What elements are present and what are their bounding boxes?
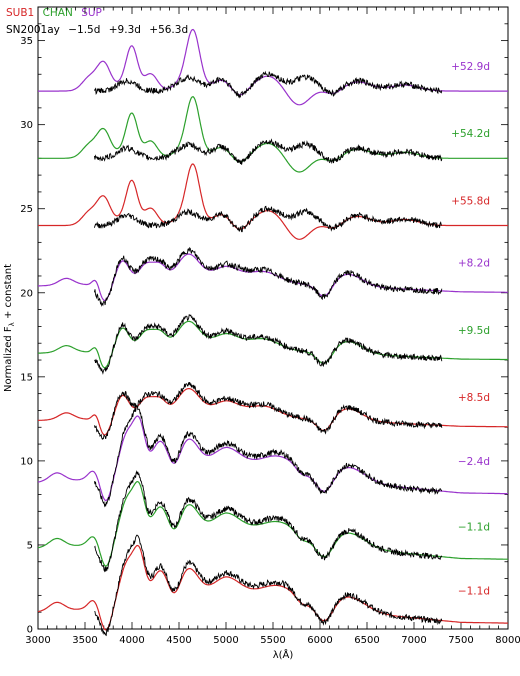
x-tick-label: 6500 [354,635,379,646]
y-axis-title-subscript: λ [8,322,16,326]
legend-sup: SUP [81,7,102,19]
epoch-label-8: +52.9d [451,61,490,73]
observed-spectrum-1 [94,470,443,573]
observed-spectrum-0 [94,534,443,637]
x-axis-title: λ(Å) [273,648,294,661]
y-tick-label: 15 [20,372,33,383]
x-tick-label: 5000 [213,635,238,646]
epoch-label-4: +9.5d [458,325,490,337]
epoch-label-0: −1.1d [458,585,490,597]
legend-observed: SN2001ay −1.5d +9.3d +56.3d [6,24,188,36]
y-axis-title-main: Normalized F [3,326,14,392]
x-tick-label: 7500 [448,635,473,646]
epoch-label-7: +54.2d [451,128,490,140]
legend-models: SUB1 CHAN SUP [6,7,102,19]
x-tick-label: 4500 [166,635,191,646]
legend-sub1: SUB1 [6,7,34,19]
observed-spectrum-8 [94,70,443,99]
x-tick-label: 7000 [401,635,426,646]
model-spectrum-0 [37,544,508,631]
model-spectrum-4 [37,320,508,369]
observed-spectrum-2 [93,404,443,508]
model-spectrum-3 [38,388,508,436]
legend: SUB1 CHAN SUP SN2001ay −1.5d +9.3d +56.3… [6,7,188,36]
model-spectrum-5 [38,253,508,302]
epoch-label-1: −1.1d [458,521,490,533]
epoch-label-3: +8.5d [458,392,490,404]
epoch-label-2: −2.4d [458,456,490,468]
observed-spectrum-6 [93,205,442,233]
x-tick-label: 3500 [72,635,97,646]
y-tick-label: 30 [20,120,33,131]
y-axis-title: Normalized Fλ + constant [3,264,16,392]
y-tick-label: 5 [27,540,33,551]
epoch-label-6: +55.8d [451,195,490,207]
epoch-label-5: +8.2d [458,258,490,270]
legend-epoch-3: +56.3d [149,24,188,36]
observed-spectrum-3 [93,382,443,440]
x-tick-label: 3000 [25,635,50,646]
y-tick-label: 35 [20,36,33,47]
legend-chan: CHAN [43,7,73,19]
y-tick-label: 20 [20,288,33,299]
x-tick-label: 5500 [260,635,285,646]
observed-spectrum-5 [93,246,443,307]
legend-epoch-1: −1.5d [68,24,100,36]
observed-spectrum-7 [93,138,443,165]
model-spectrum-6 [38,163,508,240]
y-axis-title-suffix: + constant [3,264,14,322]
x-tick-label: 8000 [495,635,520,646]
model-spectrum-7 [38,96,508,173]
x-tick-label: 6000 [307,635,332,646]
observed-spectrum-4 [94,314,443,375]
plot-area: 3000 3500 4000 4500 5000 5500 6000 6500 7000 7500… [20,6,520,646]
plot-frame [37,6,509,630]
y-tick-label: 10 [20,456,33,467]
model-spectrum-8 [38,28,508,106]
legend-observed-name: SN2001ay [6,24,60,36]
legend-epoch-2: +9.3d [109,24,141,36]
y-tick-label: 25 [20,204,33,215]
model-spectrum-1 [37,480,508,567]
y-tick-label: 0 [27,625,33,636]
x-tick-label: 4000 [119,635,144,646]
